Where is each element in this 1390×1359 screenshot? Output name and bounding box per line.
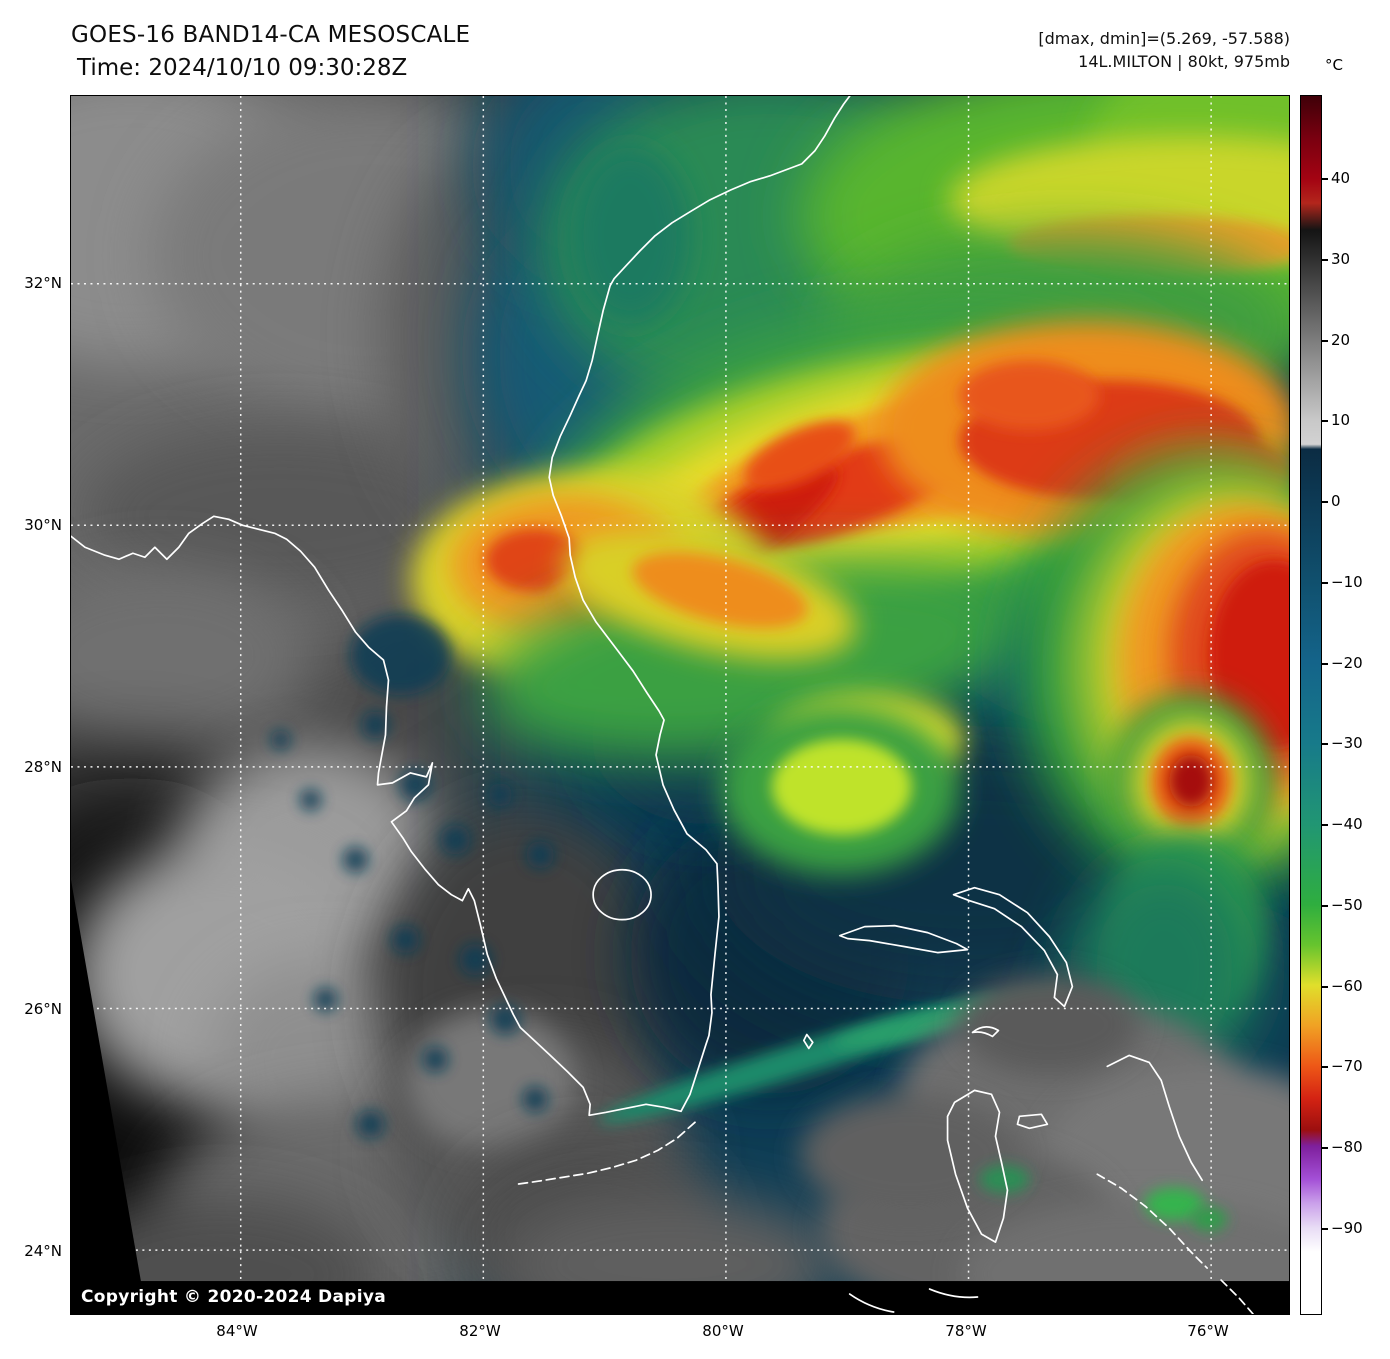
sector-edge-mask	[71, 879, 1289, 1314]
colorbar-gradient	[1301, 96, 1321, 1314]
colorbar-tick-label: −50	[1321, 896, 1379, 914]
colorbar	[1300, 95, 1322, 1315]
lake-okeechobee-outline	[592, 868, 652, 921]
satellite-imagery	[71, 96, 1289, 1314]
colorbar-tick-label: 40	[1321, 169, 1379, 187]
satellite-map-frame: Copyright © 2020-2024 Dapiya	[70, 95, 1290, 1315]
colorbar-unit-label: °C	[1325, 56, 1343, 74]
lon-label-82w: 82°W	[459, 1322, 501, 1340]
colorbar-tick-label: −70	[1321, 1057, 1379, 1075]
colorbar-tick-label: 0	[1321, 492, 1379, 510]
lon-label-84w: 84°W	[216, 1322, 258, 1340]
lon-label-80w: 80°W	[702, 1322, 744, 1340]
colorbar-tick-label: −10	[1321, 573, 1379, 591]
lat-label-30n: 30°N	[24, 516, 62, 534]
lon-label-76w: 76°W	[1187, 1322, 1229, 1340]
coastline-berry-islands	[971, 1026, 1000, 1038]
storm-info-readout: 14L.MILTON | 80kt, 975mb	[1078, 52, 1290, 71]
copyright-text: Copyright © 2020-2024 Dapiya	[81, 1287, 386, 1307]
lat-label-32n: 32°N	[24, 274, 62, 292]
coastline-abaco	[952, 886, 1074, 1008]
lon-label-78w: 78°W	[945, 1322, 987, 1340]
lat-label-28n: 28°N	[24, 758, 62, 776]
plot-title: GOES-16 BAND14-CA MESOSCALE	[71, 22, 471, 48]
colorbar-tick-label: −40	[1321, 815, 1379, 833]
coastline-southeast-cays	[1220, 1279, 1254, 1314]
coastline-florida-keys	[516, 1121, 696, 1186]
colorbar-tick-label: −20	[1321, 654, 1379, 672]
coastline-layer	[71, 96, 1254, 1314]
colorbar-tick-label: −90	[1321, 1219, 1379, 1237]
coastline-new-providence	[1016, 1113, 1049, 1130]
lat-label-26n: 26°N	[24, 1000, 62, 1018]
coastline-bank-edges	[848, 1288, 979, 1313]
data-range-readout: [dmax, dmin]=(5.269, -57.588)	[1038, 29, 1290, 48]
colorbar-tick-label: −30	[1321, 734, 1379, 752]
colorbar-tick-label: −60	[1321, 977, 1379, 995]
colorbar-tick-label: −80	[1321, 1138, 1379, 1156]
coastline-andros	[946, 1089, 1009, 1243]
coastline-florida	[71, 96, 851, 1117]
colorbar-tick-label: 30	[1321, 250, 1379, 268]
coastline-eleuthera	[1106, 1054, 1203, 1182]
coastline-bimini	[802, 1033, 814, 1050]
colorbar-tick-label: 20	[1321, 331, 1379, 349]
peninsula-teal-speckles	[270, 615, 555, 1139]
coastline-grand-bahama	[838, 924, 969, 954]
colorbar-tick-label: 10	[1321, 411, 1379, 429]
plot-timestamp: Time: 2024/10/10 09:30:28Z	[77, 55, 408, 81]
cold-cloud-color-layer	[375, 96, 1289, 1314]
lat-label-24n: 24°N	[24, 1242, 62, 1260]
